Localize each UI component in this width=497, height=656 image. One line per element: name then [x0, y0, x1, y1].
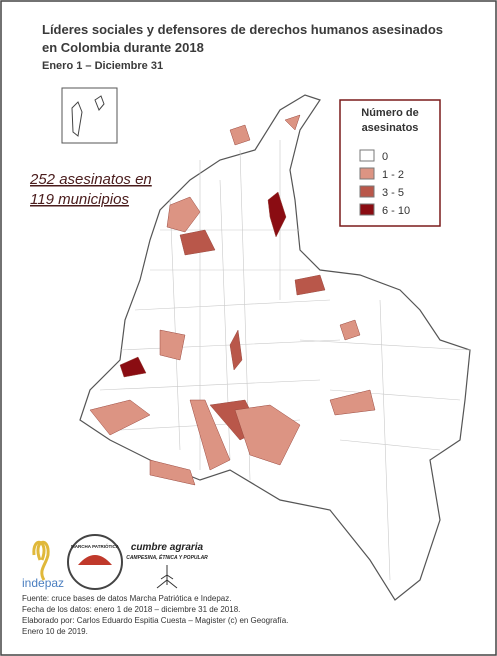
logo-indepaz: indepaz	[22, 576, 64, 590]
islands	[71, 95, 105, 137]
ribbon	[32, 541, 50, 581]
annotation: 252 asesinatos en	[29, 171, 152, 188]
legend-label: 6 - 10	[382, 205, 410, 217]
municipality	[329, 389, 376, 416]
municipality	[89, 399, 151, 436]
municipality	[179, 229, 216, 256]
municipality	[229, 329, 243, 371]
legend-swatch	[359, 185, 375, 198]
municipality	[229, 124, 251, 146]
municipality	[284, 114, 301, 131]
footer-line: Fecha de los datos: enero 1 de 2018 – di…	[22, 605, 240, 614]
municipality	[149, 459, 196, 486]
municipality	[166, 196, 201, 233]
logo-cumbre-sub: CAMPESINA, ÉTNICA Y POPULAR	[126, 553, 208, 561]
title-line: en Colombia durante 2018	[42, 40, 204, 55]
logo-marcha-text: MARCHA PATRIÓTICA	[71, 542, 120, 549]
legend-title: Número de	[361, 107, 418, 119]
legend-label: 0	[382, 151, 388, 163]
legend-label: 3 - 5	[382, 187, 404, 199]
municipalities	[89, 114, 376, 486]
title-line: Líderes sociales y defensores de derecho…	[42, 22, 443, 37]
footer-line: Enero 10 de 2019.	[22, 627, 88, 636]
logo-roots	[156, 565, 178, 589]
municipality	[119, 356, 147, 378]
logo-cumbre: cumbre agraria	[131, 542, 204, 553]
municipality	[234, 404, 301, 466]
logos: indepaz MARCHA PATRIÓTICA cumbre agraria…	[22, 534, 208, 590]
municipality	[159, 329, 186, 361]
legend: Número de asesinatos 0 1 - 2 3 - 5 6 - 10	[339, 99, 441, 227]
legend-title: asesinatos	[362, 122, 419, 134]
legend-label: 1 - 2	[382, 169, 404, 181]
municipality	[189, 399, 231, 471]
subtitle: Enero 1 – Diciembre 31	[42, 60, 163, 72]
legend-swatch	[359, 149, 375, 162]
municipality	[339, 319, 361, 341]
municipality	[267, 191, 287, 238]
legend-swatch	[359, 203, 375, 216]
footer-line: Fuente: cruce bases de datos Marcha Patr…	[22, 594, 231, 603]
municipality	[294, 274, 326, 296]
logo-marcha-shape	[78, 555, 112, 565]
legend-swatch	[359, 167, 375, 180]
inset-box	[61, 87, 118, 144]
footer-line: Elaborado por: Carlos Eduardo Espitia Cu…	[22, 616, 288, 625]
annotation: 119 municipios	[30, 191, 129, 208]
legend-box	[339, 99, 441, 227]
